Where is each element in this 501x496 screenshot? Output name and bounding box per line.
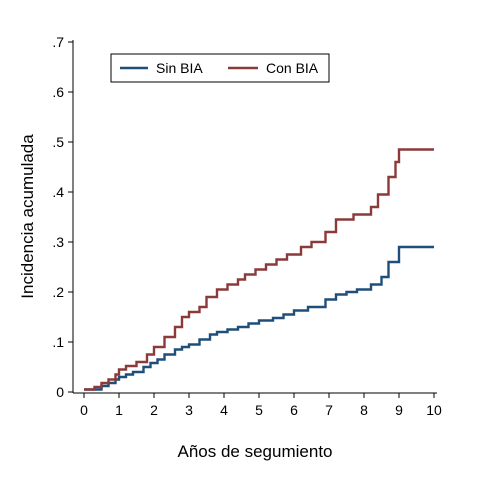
y-tick-label: .1: [52, 334, 64, 350]
series-line-con-bia: [84, 148, 434, 391]
x-tick-label: 1: [115, 402, 123, 418]
y-tick-label: .5: [52, 134, 64, 150]
axes: 0 .1 .2 .3 .4 .5 .6 .7 0 1 2 3 4 5 6 7 8 9 10: [52, 34, 442, 418]
y-axis-title: Incidencia acumulada: [18, 134, 37, 299]
y-tick-label: .4: [52, 184, 64, 200]
legend: Sin BIA Con BIA: [110, 53, 330, 83]
y-tick-label: .2: [52, 284, 64, 300]
legend-label: Con BIA: [266, 60, 319, 76]
series-line-sin-bia: [84, 245, 434, 391]
x-tick-label: 3: [185, 402, 193, 418]
y-tick-label: .6: [52, 84, 64, 100]
x-tick-label: 2: [150, 402, 158, 418]
x-tick-label: 4: [220, 402, 228, 418]
plot-area: [84, 148, 434, 391]
x-tick-label: 7: [325, 402, 333, 418]
x-tick-label: 6: [290, 402, 298, 418]
x-tick-label: 5: [255, 402, 263, 418]
y-tick-label: 0: [56, 384, 64, 400]
x-tick-label: 9: [395, 402, 403, 418]
x-tick-label: 10: [426, 402, 442, 418]
y-tick-label: .3: [52, 234, 64, 250]
x-tick-label: 0: [80, 402, 88, 418]
x-axis-title: Años de segumiento: [178, 442, 333, 461]
y-tick-label: .7: [52, 34, 64, 50]
x-tick-label: 8: [360, 402, 368, 418]
legend-label: Sin BIA: [156, 60, 203, 76]
